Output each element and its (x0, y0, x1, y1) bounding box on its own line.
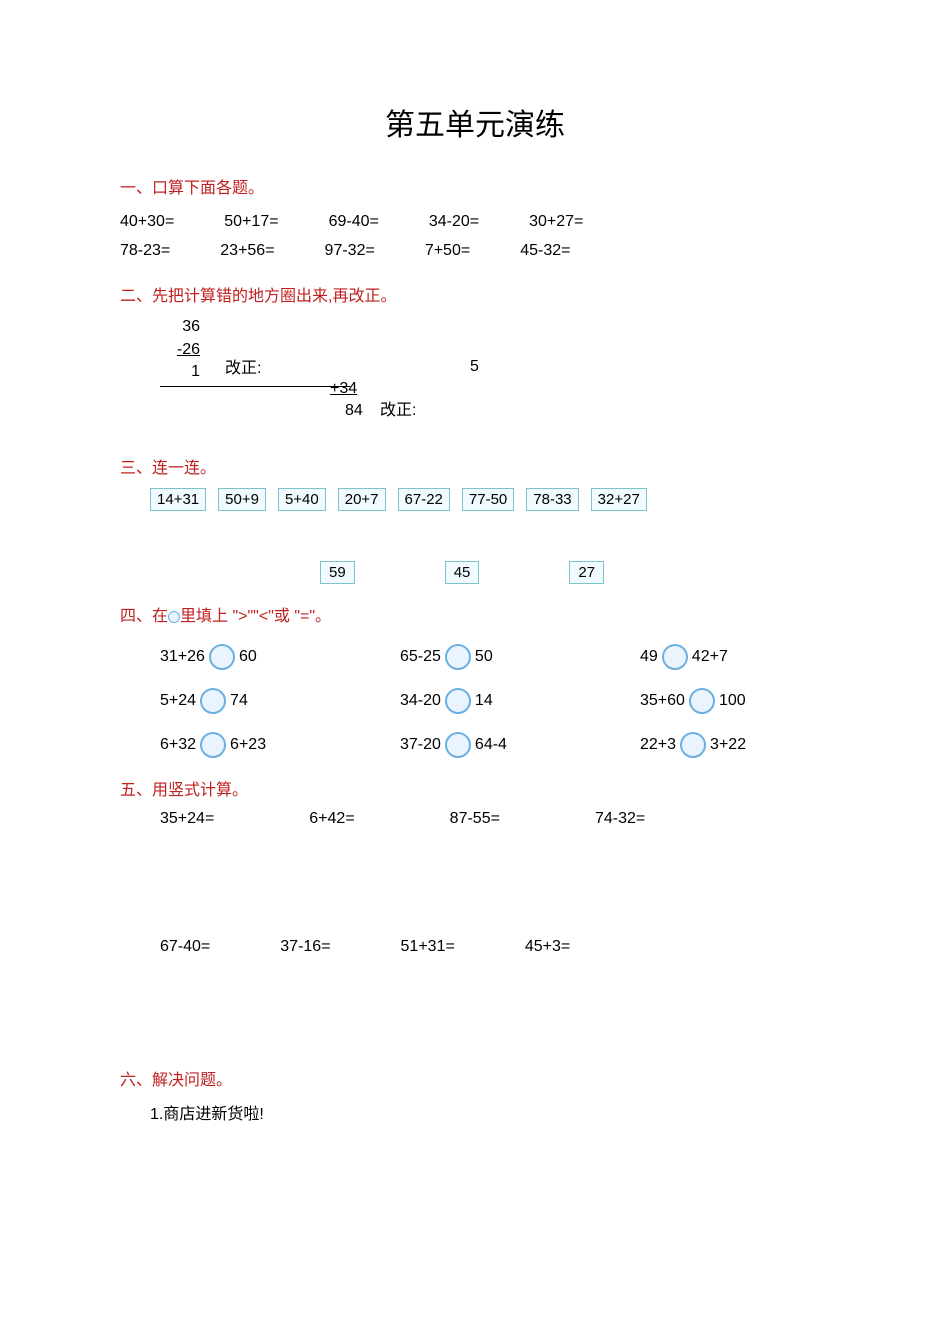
compare-item: 22+3 3+22 (640, 732, 810, 758)
circle-icon (680, 732, 706, 758)
compare-item: 37-20 64-4 (400, 732, 570, 758)
correction-label: 改正: (225, 358, 261, 380)
page-title: 第五单元演练 (120, 100, 830, 144)
match-box: 78-33 (526, 488, 578, 511)
compare-left: 5+24 (160, 692, 196, 710)
calc-line: 1 (160, 361, 200, 383)
compare-right: 6+23 (230, 736, 266, 754)
compare-left: 22+3 (640, 736, 676, 754)
mental-math-block: 40+30= 50+17= 69-40= 34-20= 30+27= 78-23… (120, 208, 830, 264)
expr: 67-40= (160, 938, 210, 956)
question-6-1: 1.商店进新货啦! (150, 1100, 830, 1124)
compare-item: 34-20 14 (400, 688, 570, 714)
section4-header-post: 里填上 ">""<"或 "="。 (180, 608, 331, 625)
compare-row: 5+24 74 34-20 14 35+60 100 (160, 688, 830, 714)
expr: 45-32= (520, 237, 570, 264)
vertical-calc-row-1: 35+24= 6+42= 87-55= 74-32= (160, 810, 830, 828)
page: 第五单元演练 一、口算下面各题。 40+30= 50+17= 69-40= 34… (0, 0, 950, 1344)
section3-header: 三、连一连。 (120, 454, 830, 478)
compare-item: 49 42+7 (640, 644, 810, 670)
expr: 34-20= (429, 208, 479, 235)
match-box: 32+27 (591, 488, 647, 511)
match-top-row: 14+31 50+9 5+40 20+7 67-22 77-50 78-33 3… (150, 488, 830, 511)
expr: 87-55= (450, 810, 500, 828)
expr: 97-32= (325, 237, 375, 264)
circle-icon (445, 732, 471, 758)
compare-left: 49 (640, 648, 658, 666)
calc-five: 5 (470, 356, 479, 378)
circle-icon (200, 732, 226, 758)
expr: 6+42= (309, 810, 354, 828)
section2-header: 二、先把计算错的地方圈出来,再改正。 (120, 282, 830, 306)
circle-icon (662, 644, 688, 670)
section1-header: 一、口算下面各题。 (120, 174, 830, 198)
compare-right: 74 (230, 692, 248, 710)
compare-left: 37-20 (400, 736, 441, 754)
compare-item: 35+60 100 (640, 688, 810, 714)
match-box: 20+7 (338, 488, 386, 511)
section5-header: 五、用竖式计算。 (120, 776, 830, 800)
match-box: 5+40 (278, 488, 326, 511)
section4-header-pre: 四、在 (120, 608, 168, 625)
mental-row-2: 78-23= 23+56= 97-32= 7+50= 45-32= (120, 237, 830, 264)
answer-line (160, 386, 350, 387)
match-box: 77-50 (462, 488, 514, 511)
section4-header: 四、在里填上 ">""<"或 "="。 (120, 602, 830, 626)
expr: 23+56= (220, 237, 274, 264)
expr: 69-40= (329, 208, 379, 235)
vertical-calc-1: 36 -26 1 (160, 316, 200, 383)
calc-line: -26 (160, 339, 200, 361)
circle-icon (168, 611, 180, 623)
vertical-calc-row-2: 67-40= 37-16= 51+31= 45+3= (160, 938, 830, 956)
circle-icon (689, 688, 715, 714)
mental-row-1: 40+30= 50+17= 69-40= 34-20= 30+27= (120, 208, 830, 235)
expr: 37-16= (280, 938, 330, 956)
expr: 40+30= (120, 208, 174, 235)
expr: 45+3= (525, 938, 570, 956)
calc-84: 84 (345, 400, 363, 422)
answer-box: 27 (569, 561, 604, 584)
compare-item: 6+32 6+23 (160, 732, 330, 758)
compare-right: 50 (475, 648, 493, 666)
expr: 74-32= (595, 810, 645, 828)
answer-box: 45 (445, 561, 480, 584)
expr: 35+24= (160, 810, 214, 828)
correction-label-2: 改正: (380, 400, 416, 422)
compare-left: 34-20 (400, 692, 441, 710)
expr: 78-23= (120, 237, 170, 264)
compare-right: 14 (475, 692, 493, 710)
correction-block: 36 -26 1 改正: 5 +34 84 改正: (160, 316, 830, 436)
circle-icon (200, 688, 226, 714)
compare-block: 31+26 60 65-25 50 49 42+7 5+24 74 (160, 644, 830, 758)
expr: 51+31= (401, 938, 455, 956)
match-answer-row: 59 45 27 (320, 561, 830, 584)
compare-right: 3+22 (710, 736, 746, 754)
expr: 50+17= (224, 208, 278, 235)
compare-left: 31+26 (160, 648, 205, 666)
section6-header: 六、解决问题。 (120, 1066, 830, 1090)
compare-right: 42+7 (692, 648, 728, 666)
compare-left: 65-25 (400, 648, 441, 666)
compare-item: 5+24 74 (160, 688, 330, 714)
circle-icon (209, 644, 235, 670)
compare-row: 31+26 60 65-25 50 49 42+7 (160, 644, 830, 670)
match-box: 14+31 (150, 488, 206, 511)
compare-right: 100 (719, 692, 746, 710)
compare-left: 6+32 (160, 736, 196, 754)
calc-line: 36 (160, 316, 200, 338)
answer-box: 59 (320, 561, 355, 584)
compare-item: 31+26 60 (160, 644, 330, 670)
calc-plus34: +34 (330, 378, 357, 400)
match-box: 50+9 (218, 488, 266, 511)
match-box: 67-22 (398, 488, 450, 511)
compare-right: 64-4 (475, 736, 507, 754)
compare-row: 6+32 6+23 37-20 64-4 22+3 3+22 (160, 732, 830, 758)
compare-left: 35+60 (640, 692, 685, 710)
circle-icon (445, 644, 471, 670)
compare-item: 65-25 50 (400, 644, 570, 670)
expr: 7+50= (425, 237, 470, 264)
circle-icon (445, 688, 471, 714)
compare-right: 60 (239, 648, 257, 666)
expr: 30+27= (529, 208, 583, 235)
